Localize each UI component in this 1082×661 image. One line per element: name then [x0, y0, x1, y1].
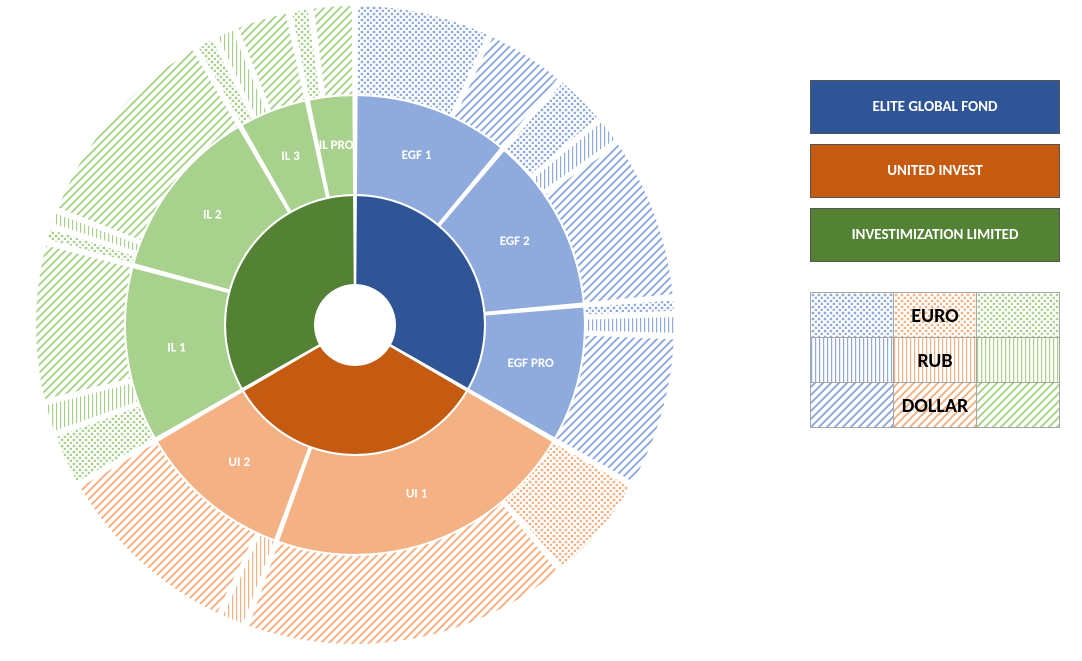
swatch-rub-egf: [811, 338, 894, 383]
legend-company-il: INVESTIMIZATION LIMITED: [810, 208, 1060, 262]
legend-row-euro: EURO: [811, 293, 1060, 338]
legend: ELITE GLOBAL FOND UNITED INVEST INVESTIM…: [810, 80, 1060, 428]
swatch-dollar-egf: [811, 383, 894, 428]
svg-text:EURO: EURO: [911, 304, 959, 328]
swatch-euro-il: [977, 293, 1060, 338]
svg-text:UI 2: UI 2: [229, 455, 251, 470]
svg-text:IL 3: IL 3: [281, 149, 300, 164]
legend-pattern-table: EURO RUB DOLLAR: [810, 292, 1060, 428]
svg-text:IL 1: IL 1: [167, 341, 186, 356]
svg-text:UI 1: UI 1: [406, 486, 428, 501]
swatch-dollar-ui: DOLLAR: [894, 383, 977, 428]
swatch-rub-ui: RUB: [894, 338, 977, 383]
svg-text:IL 2: IL 2: [203, 208, 222, 223]
svg-text:EGF 1: EGF 1: [402, 148, 432, 163]
swatch-euro-ui: EURO: [894, 293, 977, 338]
svg-text:EGF 2: EGF 2: [500, 234, 530, 249]
svg-text:EGF PRO: EGF PRO: [508, 356, 554, 371]
swatch-rub-il: [977, 338, 1060, 383]
legend-row-rub: RUB: [811, 338, 1060, 383]
swatch-euro-egf: [811, 293, 894, 338]
svg-text:IL PRO: IL PRO: [319, 138, 354, 153]
svg-text:RUB: RUB: [917, 349, 952, 373]
legend-company-egf: ELITE GLOBAL FOND: [810, 80, 1060, 134]
sunburst-chart: EGF 1 EGF 2 EGF PRO UI 1 UI 2 IL 1 IL 2 IL 3 IL …: [0, 0, 720, 656]
legend-company-ui: UNITED INVEST: [810, 144, 1060, 198]
legend-row-dollar: DOLLAR: [811, 383, 1060, 428]
swatch-dollar-il: [977, 383, 1060, 428]
svg-text:DOLLAR: DOLLAR: [902, 394, 969, 418]
